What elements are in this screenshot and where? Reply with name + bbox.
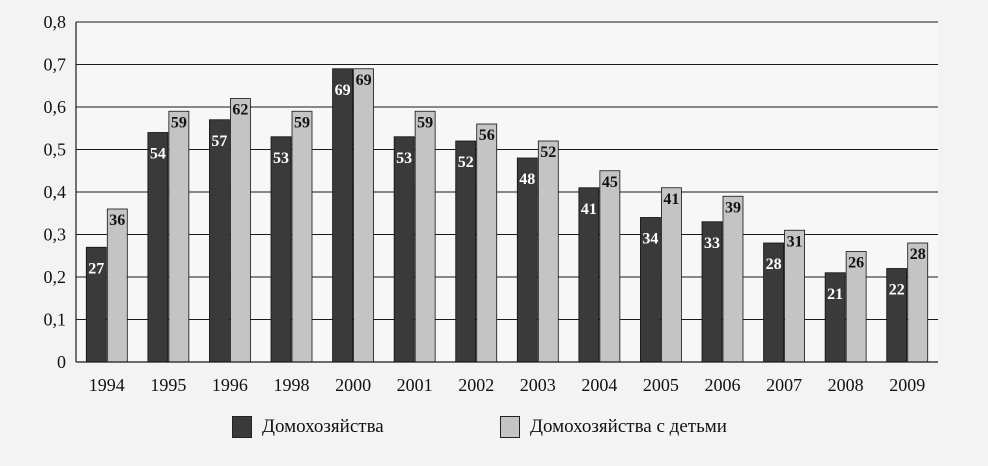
data-label-households: 34 [642, 231, 658, 248]
bar-households-with-children [661, 187, 682, 363]
legend-swatch-households-with-children [500, 416, 520, 438]
y-tick-label: 0,3 [44, 225, 67, 245]
bar-households [147, 132, 169, 363]
bar-households-with-children [722, 195, 744, 363]
data-label-households-with-children: 41 [663, 191, 679, 208]
y-tick-label: 0,5 [44, 140, 67, 160]
bar-households-with-children [599, 170, 621, 363]
bar-households-with-children [353, 68, 374, 363]
y-tick-label: 0,2 [44, 267, 67, 287]
legend-swatch-households [232, 416, 252, 438]
y-tick-label: 0,8 [44, 12, 67, 32]
legend-label-households: Домохозяйства [262, 416, 384, 437]
x-tick-label: 2001 [397, 375, 433, 395]
data-label-households-with-children: 56 [479, 127, 495, 144]
y-tick-label: 0,1 [44, 310, 67, 330]
x-tick-label: 2008 [828, 375, 864, 395]
data-label-households-with-children: 39 [725, 199, 741, 216]
data-label-households: 48 [519, 171, 535, 188]
legend-label-households-with-children: Домохозяйства с детьми [530, 416, 727, 437]
data-label-households: 33 [704, 235, 720, 252]
data-label-households: 22 [889, 282, 905, 299]
data-label-households: 27 [88, 260, 104, 277]
data-label-households-with-children: 52 [540, 144, 556, 161]
legend-item-households-with-children: Домохозяйства с детьми [500, 416, 727, 438]
data-label-households: 57 [211, 133, 227, 150]
bar-households-with-children [291, 110, 313, 363]
data-label-households: 21 [827, 286, 843, 303]
data-labels: 27 36 54 59 57 62 53 59 69 69 53 59 52 56 48 52 41 45 34 41… [88, 72, 925, 303]
x-tick-label: 1994 [89, 375, 125, 395]
gridlines [76, 21, 938, 362]
x-tick-label: 2000 [335, 375, 371, 395]
bar-households-with-children [414, 110, 436, 363]
y-tick-label: 0,4 [44, 182, 67, 202]
data-label-households-with-children: 59 [417, 114, 433, 131]
x-tick-label: 2004 [581, 375, 617, 395]
data-label-households-with-children: 28 [910, 246, 926, 263]
data-label-households-with-children: 59 [294, 114, 310, 131]
x-tick-label: 1995 [150, 375, 186, 395]
bar-households-with-children [537, 140, 559, 363]
data-label-households-with-children: 62 [232, 102, 248, 119]
data-label-households: 28 [766, 256, 782, 273]
y-tick-label: 0,7 [44, 55, 67, 75]
x-tick-label: 1998 [274, 375, 310, 395]
data-label-households-with-children: 69 [356, 72, 372, 89]
data-label-households-with-children: 45 [602, 174, 618, 191]
data-label-households: 54 [150, 146, 166, 163]
x-axis-ticks: 1994 1995 1996 1998 2000 2001 2002 2003 2004 2005… [89, 375, 925, 395]
data-label-households: 52 [458, 154, 474, 171]
y-axis-ticks: 0 0,1 0,2 0,3 0,4 0,5 0,6 0,7 0,8 [44, 12, 67, 372]
bar-households-with-children [230, 98, 251, 363]
data-label-households: 53 [396, 150, 412, 167]
data-label-households: 69 [335, 82, 351, 99]
data-label-households: 41 [581, 201, 597, 218]
x-tick-label: 2005 [643, 375, 679, 395]
bar-households-with-children [476, 123, 498, 363]
bar-households [455, 140, 477, 363]
x-tick-label: 2002 [458, 375, 494, 395]
x-tick-label: 1996 [212, 375, 248, 395]
bar-households [332, 68, 353, 363]
x-tick-label: 2007 [766, 375, 802, 395]
y-tick-label: 0,6 [44, 97, 67, 117]
legend-item-households: Домохозяйства [232, 416, 384, 438]
bar-households-with-children [106, 208, 128, 363]
bar-households [516, 157, 538, 363]
x-tick-label: 2006 [705, 375, 741, 395]
legend: Домохозяйства Домохозяйства с детьми [0, 416, 988, 448]
data-label-households-with-children: 31 [787, 233, 803, 250]
x-tick-label: 2003 [520, 375, 556, 395]
plot-frame [75, 22, 938, 363]
bar-households-with-children [168, 110, 190, 363]
data-label-households-with-children: 26 [848, 255, 864, 272]
bar-households [270, 136, 292, 363]
y-tick-label: 0 [57, 352, 66, 372]
data-label-households-with-children: 36 [109, 212, 125, 229]
data-label-households: 53 [273, 150, 289, 167]
bar-households [209, 119, 230, 363]
x-tick-label: 2009 [889, 375, 925, 395]
data-label-households-with-children: 59 [171, 114, 187, 131]
bar-households [393, 136, 415, 363]
